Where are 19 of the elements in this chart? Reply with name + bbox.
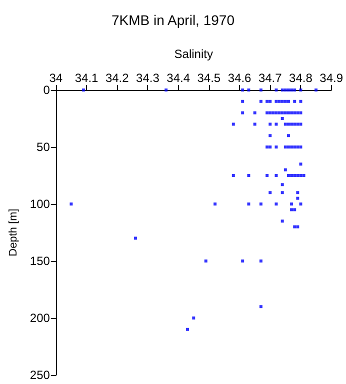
x-tick-label: 34 xyxy=(49,71,63,85)
x-tick-label: 34.8 xyxy=(289,71,313,85)
x-tick-label: 34.5 xyxy=(197,71,221,85)
y-tick-label: 100 xyxy=(30,197,50,211)
chart-title: 7KMB in April, 1970 xyxy=(112,12,235,28)
x-axis-title: Salinity xyxy=(174,47,213,61)
x-tick-label: 34.2 xyxy=(105,71,130,85)
y-axis-title: Depth [m] xyxy=(8,208,20,256)
y-tick-label: 200 xyxy=(30,311,50,325)
y-tick-label: 250 xyxy=(30,368,50,382)
x-tick-label: 34.7 xyxy=(258,71,282,85)
x-tick-label: 34.9 xyxy=(320,71,344,85)
x-tick-label: 34.4 xyxy=(166,71,190,85)
y-tick-label: 50 xyxy=(36,140,50,154)
y-tick-label: 0 xyxy=(43,83,50,97)
x-tick-label: 34.1 xyxy=(74,71,99,85)
y-tick-label: 150 xyxy=(30,254,50,268)
x-tick-label: 34.3 xyxy=(136,71,160,85)
x-tick-label: 34.6 xyxy=(228,71,252,85)
